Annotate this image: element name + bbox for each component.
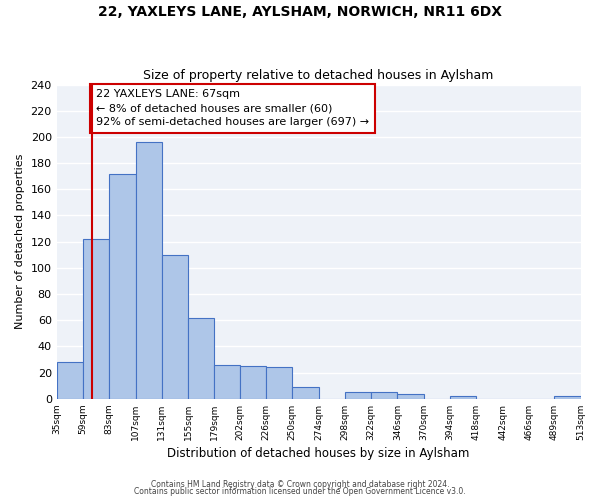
Bar [109,174,136,399]
Bar [239,366,266,399]
Text: Contains public sector information licensed under the Open Government Licence v3: Contains public sector information licen… [134,487,466,496]
Bar [371,392,397,399]
Bar [292,387,319,399]
Bar [162,255,188,399]
Bar [450,396,476,399]
Text: Contains HM Land Registry data © Crown copyright and database right 2024.: Contains HM Land Registry data © Crown c… [151,480,449,489]
Bar [554,396,581,399]
Bar [397,394,424,399]
Bar [83,239,109,399]
Bar [136,142,162,399]
Bar [188,318,214,399]
Text: 22 YAXLEYS LANE: 67sqm
← 8% of detached houses are smaller (60)
92% of semi-deta: 22 YAXLEYS LANE: 67sqm ← 8% of detached … [96,90,369,128]
X-axis label: Distribution of detached houses by size in Aylsham: Distribution of detached houses by size … [167,447,470,460]
Bar [214,365,239,399]
Title: Size of property relative to detached houses in Aylsham: Size of property relative to detached ho… [143,69,494,82]
Bar [56,362,83,399]
Y-axis label: Number of detached properties: Number of detached properties [15,154,25,330]
Bar [345,392,371,399]
Text: 22, YAXLEYS LANE, AYLSHAM, NORWICH, NR11 6DX: 22, YAXLEYS LANE, AYLSHAM, NORWICH, NR11… [98,5,502,19]
Bar [266,368,292,399]
